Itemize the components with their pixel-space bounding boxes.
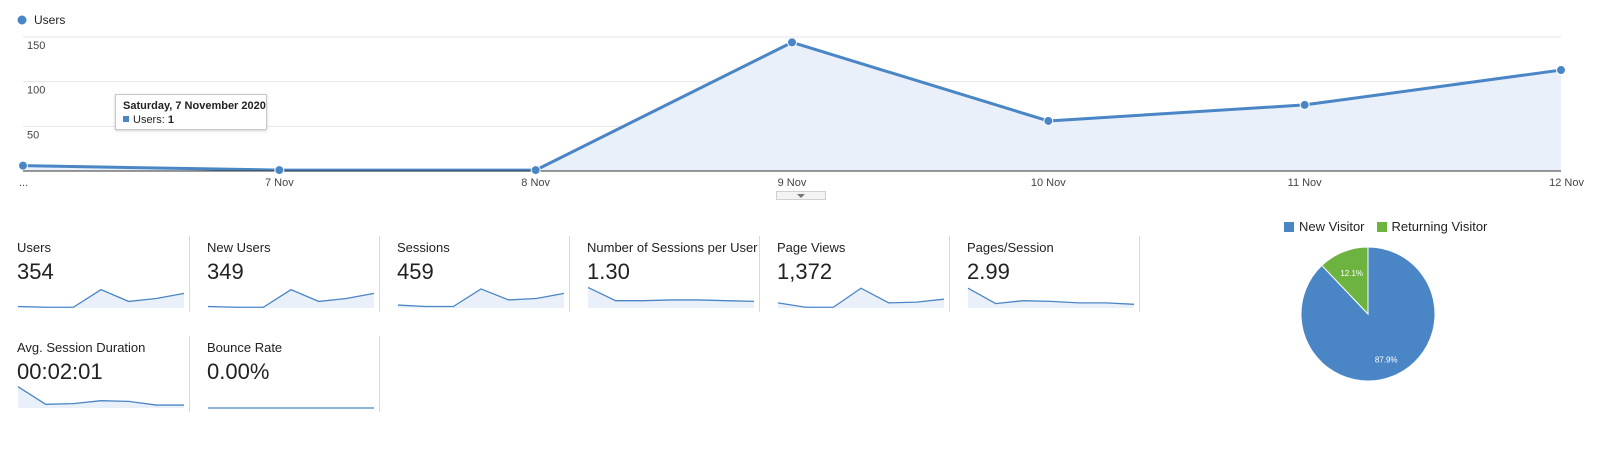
- metric-label: Users: [17, 240, 51, 255]
- metric-tile[interactable]: Number of Sessions per User 1.30: [570, 236, 760, 312]
- metric-value: 2.99: [967, 259, 1010, 284]
- metric-value: 459: [397, 259, 434, 284]
- tooltip-metric: Users:: [133, 114, 165, 126]
- users-line-chart: 50 100 150 ... 7 Nov 8 Nov 9 Nov 10 Nov 11 Nov 1…: [17, 13, 1584, 189]
- sparkline-line: [17, 386, 184, 406]
- sparkline-line: [207, 288, 375, 308]
- legend-new-visitor-label: New Visitor: [1299, 219, 1365, 234]
- pie-slice-label: 12.1%: [1340, 269, 1363, 278]
- metric-label: Page Views: [777, 240, 846, 255]
- users-area: [23, 42, 1561, 171]
- metric-value: 1,372: [777, 259, 833, 284]
- metric-tile[interactable]: New Users 349: [190, 236, 380, 312]
- tooltip-date: Saturday, 7 November 2020: [123, 100, 266, 112]
- metric-label: Bounce Rate: [207, 340, 283, 355]
- metric-sparkline: [397, 288, 565, 308]
- sparkline-line: [967, 287, 1135, 305]
- x-tick-label: 10 Nov: [1031, 177, 1066, 189]
- metric-sparkline: [207, 288, 375, 308]
- metric-sparkline: [967, 287, 1135, 308]
- pie-slice-label: 87.9%: [1375, 356, 1398, 365]
- metric-tile[interactable]: Pages/Session 2.99: [950, 236, 1140, 312]
- sparkline-area: [778, 288, 944, 308]
- sparkline-area: [588, 287, 754, 308]
- chart-range-handle[interactable]: [776, 191, 826, 200]
- y-tick-label: 50: [27, 129, 39, 141]
- data-point[interactable]: [787, 37, 797, 48]
- visitor-type-pie-chart: 87.9% 12.1%: [1300, 246, 1436, 382]
- legend-new-visitor: New Visitor: [1284, 219, 1365, 234]
- sparkline-area: [968, 288, 1134, 308]
- returning-visitor-swatch: [1376, 221, 1387, 232]
- metric-tile[interactable]: Bounce Rate 0.00%: [190, 336, 380, 412]
- data-point[interactable]: [1299, 99, 1310, 110]
- users-legend-dot: [17, 15, 27, 25]
- users-legend-label: Users: [34, 13, 65, 27]
- metric-sparkline: [587, 286, 755, 308]
- x-tick-label: 12 Nov: [1549, 177, 1584, 189]
- metric-value: 00:02:01: [17, 359, 103, 384]
- metric-label: New Users: [207, 240, 271, 255]
- tooltip-swatch: [123, 116, 129, 122]
- metric-value: 0.00%: [207, 359, 270, 384]
- chevron-down-icon: [797, 194, 805, 198]
- tooltip-value: 1: [167, 114, 174, 126]
- metric-label: Sessions: [397, 240, 450, 255]
- sparkline-line: [397, 288, 565, 308]
- pie-legend: New Visitor Returning Visitor: [1284, 219, 1487, 234]
- metric-tile[interactable]: Sessions 459: [380, 236, 570, 312]
- metric-value: 1.30: [587, 259, 630, 284]
- y-tick-label: 100: [27, 85, 45, 97]
- metric-label: Number of Sessions per User: [587, 240, 758, 255]
- x-tick-label: 7 Nov: [265, 177, 294, 189]
- metric-sparkline: [208, 407, 374, 409]
- x-tick-label: 8 Nov: [521, 177, 550, 189]
- metric-value: 354: [17, 259, 54, 284]
- pie-slice-returning-visitor[interactable]: [1321, 246, 1369, 316]
- data-point[interactable]: [18, 160, 28, 171]
- data-point[interactable]: [274, 165, 285, 176]
- metric-sparkline: [17, 386, 184, 408]
- data-point[interactable]: [1043, 115, 1054, 126]
- metric-tile[interactable]: Users 354: [0, 236, 190, 312]
- chart-tooltip: Saturday, 7 November 2020 Users: 1: [115, 94, 267, 130]
- metric-tile[interactable]: Page Views 1,372: [760, 236, 950, 312]
- legend-returning-visitor: Returning Visitor: [1376, 219, 1488, 234]
- new-visitor-swatch: [1284, 221, 1294, 232]
- sparkline-area: [208, 289, 374, 308]
- sparkline-area: [18, 289, 184, 308]
- sparkline-line: [587, 286, 755, 303]
- sparkline-area: [398, 288, 564, 308]
- y-tick-label: 150: [27, 40, 45, 52]
- sparkline-line: [777, 287, 945, 308]
- sparkline-area: [18, 386, 184, 408]
- metric-sparkline: [777, 287, 945, 308]
- data-point[interactable]: [530, 165, 541, 176]
- x-tick-label: ...: [19, 177, 28, 189]
- x-tick-label: 11 Nov: [1288, 177, 1323, 189]
- metric-sparkline: [17, 288, 185, 308]
- tooltip-row: Users: 1: [123, 113, 259, 127]
- x-tick-label: 9 Nov: [778, 177, 807, 189]
- metric-label: Pages/Session: [967, 240, 1054, 255]
- data-point[interactable]: [1556, 65, 1566, 76]
- metric-label: Avg. Session Duration: [17, 340, 146, 355]
- legend-returning-visitor-label: Returning Visitor: [1391, 219, 1488, 234]
- metric-tile[interactable]: Avg. Session Duration 00:02:01: [0, 336, 190, 412]
- sparkline-line: [17, 288, 185, 308]
- metric-value: 349: [207, 259, 244, 284]
